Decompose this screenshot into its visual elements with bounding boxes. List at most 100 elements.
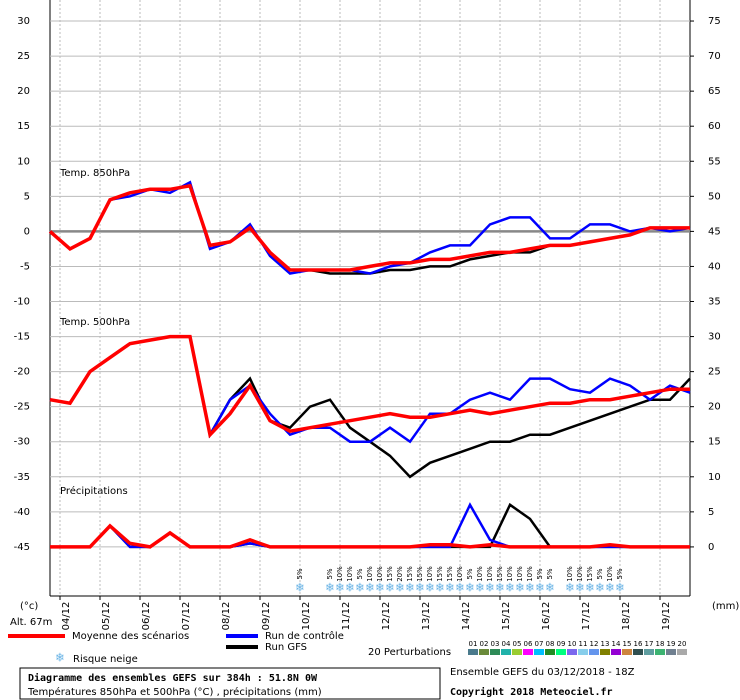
x-tick-label: 05/12 xyxy=(101,602,112,631)
y2-tick-label: 35 xyxy=(708,297,721,308)
series-line xyxy=(50,523,690,549)
snow-icon: ❄ xyxy=(615,581,625,595)
snow-label: 10% xyxy=(376,566,384,582)
perturbation-swatch xyxy=(611,649,621,655)
snow-label: 5% xyxy=(596,568,604,579)
perturbation-label: 06 xyxy=(524,640,533,648)
footer-title: Diagramme des ensembles GEFS sur 384h : … xyxy=(28,672,318,684)
y2-tick-label: 70 xyxy=(708,51,721,62)
y-tick-label: -40 xyxy=(14,507,30,518)
perturbation-label: 16 xyxy=(634,640,643,648)
snow-icon: ❄ xyxy=(325,581,335,595)
snow-icon: ❄ xyxy=(345,581,355,595)
perturbation-label: 11 xyxy=(579,640,588,648)
y-tick-label: -15 xyxy=(14,332,30,343)
snow-label: 5% xyxy=(536,568,544,579)
snow-icon: ❄ xyxy=(485,581,495,595)
y-tick-label: -20 xyxy=(14,367,30,378)
snow-icon: ❄ xyxy=(415,581,425,595)
x-tick-label: 06/12 xyxy=(141,602,152,631)
perturbation-swatch xyxy=(479,649,489,655)
x-tick-label: 19/12 xyxy=(661,602,672,631)
x-tick-label: 17/12 xyxy=(581,602,592,631)
snow-icon: ❄ xyxy=(295,581,305,595)
snow-icon: ❄ xyxy=(505,581,515,595)
snow-label: 15% xyxy=(416,566,424,582)
perturbation-label: 20 xyxy=(678,640,687,648)
x-tick-label: 18/12 xyxy=(621,602,632,631)
series-line xyxy=(49,334,690,439)
perturbation-label: 05 xyxy=(513,640,522,648)
perturbation-label: 01 xyxy=(469,640,478,648)
y2-tick-label: 10 xyxy=(708,472,721,483)
y2-tick-label: 75 xyxy=(708,16,721,27)
snow-icon: ❄ xyxy=(515,581,525,595)
y-tick-label: 0 xyxy=(24,226,30,237)
perturbation-label: 07 xyxy=(535,640,544,648)
x-tick-label: 11/12 xyxy=(341,602,352,631)
snow-label: 10% xyxy=(526,566,534,582)
series-line xyxy=(48,183,690,272)
snow-label: 10% xyxy=(346,566,354,582)
y-tick-label: -5 xyxy=(20,261,30,272)
x-tick-label: 12/12 xyxy=(381,602,392,631)
y2-tick-label: 40 xyxy=(708,261,721,272)
y2-tick-label: 5 xyxy=(708,507,714,518)
perturbation-swatch xyxy=(633,649,643,655)
snow-label: 10% xyxy=(476,566,484,582)
snow-icon: ❄ xyxy=(395,581,405,595)
y-tick-label: 15 xyxy=(17,121,30,132)
legend-label: Moyenne des scénarios xyxy=(72,630,189,642)
y2-tick-label: 25 xyxy=(708,367,721,378)
y2-tick-label: 50 xyxy=(708,191,721,202)
y-tick-label: -45 xyxy=(14,542,30,553)
snow-label: 10% xyxy=(516,566,524,582)
snow-icon: ❄ xyxy=(495,581,505,595)
x-tick-label: 10/12 xyxy=(301,602,312,631)
snow-label: 5% xyxy=(326,568,334,579)
perturbation-label: 09 xyxy=(557,640,566,648)
snow-icon: ❄ xyxy=(355,581,365,595)
snow-icon: ❄ xyxy=(335,581,345,595)
legend-label: Run GFS xyxy=(265,642,307,653)
snow-label: 10% xyxy=(456,566,464,582)
snow-label: 10% xyxy=(486,566,494,582)
y-tick-label: 30 xyxy=(17,16,30,27)
snow-legend: Risque neige xyxy=(73,654,138,665)
perturbation-swatch xyxy=(545,649,555,655)
y-tick-label: -30 xyxy=(14,437,30,448)
x-tick-label: 09/12 xyxy=(261,602,272,631)
x-tick-label: 04/12 xyxy=(61,602,72,631)
snow-icon: ❄ xyxy=(375,581,385,595)
perturbation-swatch xyxy=(512,649,522,655)
perturbation-label: 19 xyxy=(667,640,676,648)
y2-tick-label: 30 xyxy=(708,332,721,343)
snow-label: 15% xyxy=(406,566,414,582)
perturbation-swatch xyxy=(666,649,676,655)
snow-label: 5% xyxy=(356,568,364,579)
perturbation-swatch xyxy=(578,649,588,655)
perturbation-swatch xyxy=(523,649,533,655)
y-tick-label: 10 xyxy=(17,156,30,167)
snow-label: 5% xyxy=(296,568,304,579)
footer-copyright: Copyright 2018 Meteociel.fr xyxy=(450,686,613,698)
y2-tick-label: 45 xyxy=(708,226,721,237)
perturbation-label: 18 xyxy=(656,640,665,648)
snow-icon: ❄ xyxy=(575,581,585,595)
perturbation-label: 08 xyxy=(546,640,555,648)
x-tick-label: 08/12 xyxy=(221,602,232,631)
snow-label: 10% xyxy=(576,566,584,582)
y-tick-label: -10 xyxy=(14,297,30,308)
x-tick-label: 13/12 xyxy=(421,602,432,631)
perturbation-label: 03 xyxy=(491,640,500,648)
annotation: Précipitations xyxy=(60,485,128,497)
legend-label: Run de contrôle xyxy=(265,630,344,642)
annotation: Temp. 500hPa xyxy=(59,317,130,328)
snow-icon: ❄ xyxy=(595,581,605,595)
snow-label: 15% xyxy=(436,566,444,582)
snow-icon: ❄ xyxy=(605,581,615,595)
perturbation-label: 13 xyxy=(601,640,610,648)
y-tick-label: 5 xyxy=(24,191,30,202)
